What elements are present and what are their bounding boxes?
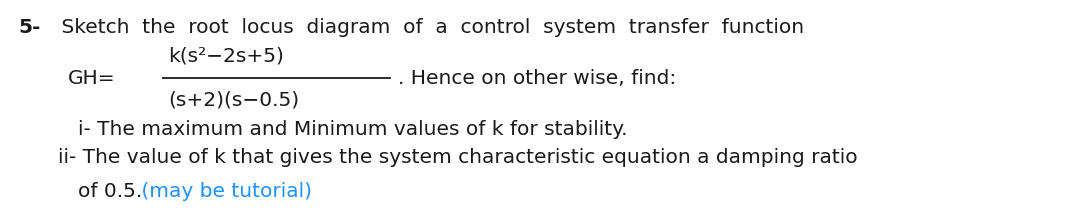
Text: . Hence on other wise, find:: . Hence on other wise, find: — [399, 68, 676, 87]
Text: (s+2)(s−0.5): (s+2)(s−0.5) — [168, 90, 299, 109]
Text: (may be tutorial): (may be tutorial) — [135, 182, 312, 201]
Text: 5-: 5- — [18, 18, 40, 37]
Text: of 0.5.: of 0.5. — [78, 182, 143, 201]
Text: i- The maximum and Minimum values of k for stability.: i- The maximum and Minimum values of k f… — [78, 120, 627, 139]
Text: GH=: GH= — [68, 68, 116, 87]
Text: ii- The value of k that gives the system characteristic equation a damping ratio: ii- The value of k that gives the system… — [58, 148, 858, 167]
Text: k(s²−2s+5): k(s²−2s+5) — [168, 46, 284, 65]
Text: Sketch  the  root  locus  diagram  of  a  control  system  transfer  function: Sketch the root locus diagram of a contr… — [55, 18, 805, 37]
